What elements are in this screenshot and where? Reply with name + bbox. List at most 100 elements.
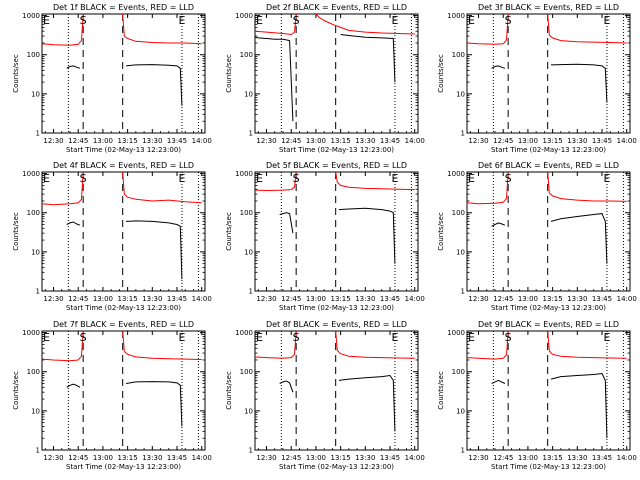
x-tick-label: 12:30 xyxy=(256,137,276,145)
x-tick-label: 13:15 xyxy=(543,295,563,303)
marker-right-e: E xyxy=(178,331,185,344)
panel-title: Det 7f BLACK = Events, RED = LLD xyxy=(53,320,194,329)
x-tick-label: 12:30 xyxy=(256,454,276,462)
series-events-line xyxy=(66,65,81,69)
series-lld-line xyxy=(466,171,509,205)
y-tick-label: 10 xyxy=(31,248,40,256)
series-lld-line xyxy=(335,171,415,191)
series-events-line xyxy=(66,383,81,388)
chart-panel-8: Det 8f BLACK = Events, RED = LLD 1 10 100 10… xyxy=(225,320,425,471)
y-tick-label: 10 xyxy=(456,248,465,256)
series-events-line xyxy=(279,212,294,234)
y-tick-label: 100 xyxy=(27,209,40,217)
series-events-line xyxy=(279,380,294,393)
series-lld-line xyxy=(335,330,415,359)
panel-title: Det 2f BLACK = Events, RED = LLD xyxy=(266,3,407,12)
x-tick-label: 14:00 xyxy=(192,454,212,462)
x-tick-label: 13:45 xyxy=(592,137,612,145)
x-axis-label: Start Time (02-May-13 12:23:00) xyxy=(279,146,394,154)
series-events-line xyxy=(125,220,183,280)
x-tick-label: 13:15 xyxy=(331,454,351,462)
series-events-line xyxy=(125,381,183,427)
x-tick-label: 13:00 xyxy=(93,137,113,145)
panel-title: Det 4f BLACK = Events, RED = LLD xyxy=(53,161,194,170)
x-tick-label: 13:30 xyxy=(567,137,587,145)
marker-right-e: E xyxy=(178,14,185,27)
y-tick-label: 10 xyxy=(244,90,253,98)
x-tick-label: 12:30 xyxy=(468,454,488,462)
x-tick-label: 12:45 xyxy=(281,295,301,303)
marker-left-e: E xyxy=(256,172,263,185)
x-tick-label: 13:45 xyxy=(167,137,187,145)
series-lld-line xyxy=(41,13,84,46)
marker-right-e: E xyxy=(391,14,398,27)
x-tick-label: 12:45 xyxy=(68,295,88,303)
series-lld-line xyxy=(466,13,509,45)
marker-left-e: E xyxy=(256,14,263,27)
series-events-line xyxy=(550,63,608,103)
x-tick-label: 13:15 xyxy=(543,137,563,145)
x-tick-label: 13:30 xyxy=(355,295,375,303)
marker-left-e: E xyxy=(43,331,50,344)
x-tick-label: 14:00 xyxy=(405,295,425,303)
panel-title: Det 1f BLACK = Events, RED = LLD xyxy=(53,3,194,12)
x-tick-label: 13:45 xyxy=(380,295,400,303)
x-tick-label: 14:00 xyxy=(617,454,637,462)
y-tick-label: 1 xyxy=(36,288,40,296)
panel-title: Det 6f BLACK = Events, RED = LLD xyxy=(478,161,619,170)
x-tick-label: 13:30 xyxy=(142,295,162,303)
plot-frame xyxy=(41,171,206,292)
x-tick-label: 14:00 xyxy=(192,137,212,145)
x-tick-label: 13:15 xyxy=(331,295,351,303)
x-tick-label: 12:45 xyxy=(493,295,513,303)
series-lld-line xyxy=(254,330,297,359)
x-axis-label: Start Time (02-May-13 12:23:00) xyxy=(491,146,606,154)
x-tick-label: 12:30 xyxy=(468,295,488,303)
x-tick-label: 13:30 xyxy=(142,454,162,462)
plot-frame xyxy=(254,330,419,451)
series-lld-line xyxy=(547,13,627,44)
x-tick-label: 13:30 xyxy=(142,137,162,145)
y-axis-label: Counts/sec xyxy=(225,371,233,410)
series-lld-line xyxy=(547,171,627,202)
x-tick-label: 14:00 xyxy=(405,454,425,462)
x-tick-label: 13:00 xyxy=(306,295,326,303)
x-axis-label: Start Time (02-May-13 12:23:00) xyxy=(279,304,394,312)
x-tick-label: 13:45 xyxy=(592,295,612,303)
y-axis-label: Counts/sec xyxy=(225,54,233,93)
chart-panel-9: Det 9f BLACK = Events, RED = LLD 1 10 100 10… xyxy=(437,320,637,471)
y-tick-label: 1000 xyxy=(235,170,253,178)
x-tick-label: 12:30 xyxy=(43,137,63,145)
y-tick-label: 100 xyxy=(240,368,253,376)
series-lld-line xyxy=(466,330,509,360)
x-tick-label: 14:00 xyxy=(617,295,637,303)
marker-left-e: E xyxy=(256,331,263,344)
chart-panel-3: Det 3f BLACK = Events, RED = LLD 1 10 100 10… xyxy=(437,3,637,154)
x-tick-label: 13:45 xyxy=(380,454,400,462)
marker-right-e: E xyxy=(178,172,185,185)
chart-panel-1: Det 1f BLACK = Events, RED = LLD 1 10 100 10… xyxy=(12,3,212,154)
panel-title: Det 9f BLACK = Events, RED = LLD xyxy=(478,320,619,329)
marker-s: S xyxy=(505,331,512,344)
y-tick-label: 10 xyxy=(244,248,253,256)
panel-title: Det 8f BLACK = Events, RED = LLD xyxy=(266,320,407,329)
x-tick-label: 12:45 xyxy=(493,137,513,145)
series-lld-line xyxy=(41,330,84,362)
x-tick-label: 12:30 xyxy=(468,137,488,145)
y-tick-label: 100 xyxy=(452,51,465,59)
series-events-line xyxy=(338,374,396,432)
x-tick-label: 12:45 xyxy=(281,454,301,462)
x-tick-label: 13:15 xyxy=(331,137,351,145)
y-tick-label: 100 xyxy=(240,51,253,59)
x-tick-label: 13:45 xyxy=(380,137,400,145)
x-tick-label: 13:15 xyxy=(118,137,138,145)
marker-right-e: E xyxy=(391,172,398,185)
plot-frame xyxy=(254,171,419,292)
y-tick-label: 10 xyxy=(456,407,465,415)
plot-frame xyxy=(41,13,206,134)
chart-panel-6: Det 6f BLACK = Events, RED = LLD 1 10 100 10… xyxy=(437,161,637,312)
y-tick-label: 1000 xyxy=(22,329,40,337)
x-tick-label: 13:00 xyxy=(306,137,326,145)
plot-frame xyxy=(466,13,631,134)
x-tick-label: 13:30 xyxy=(355,454,375,462)
